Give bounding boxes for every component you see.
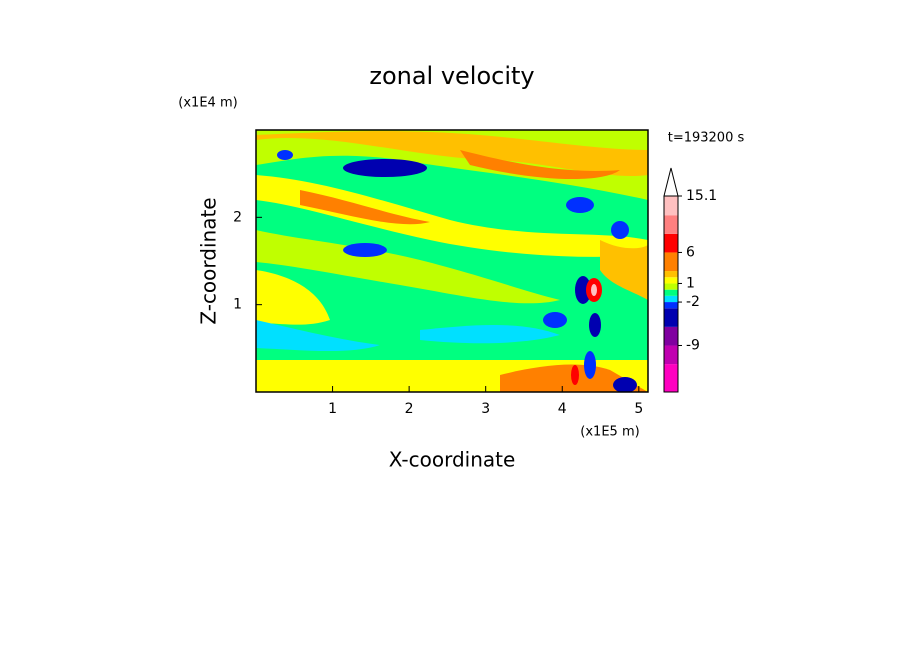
colorbar-segment [664, 196, 678, 216]
y-unit: (x1E4 m) [178, 96, 237, 111]
colorbar-extend [663, 167, 679, 197]
x-tick-label: 1 [328, 401, 337, 417]
colorbar-segment [664, 283, 678, 290]
colorbar-segment [664, 295, 678, 303]
x-tick-label: 4 [558, 401, 567, 417]
colorbar-tick-label: 6 [686, 244, 695, 260]
x-unit: (x1E5 m) [580, 425, 639, 440]
x-tick-label: 5 [634, 401, 643, 417]
y-axis-label: Z-coordinate [197, 197, 221, 324]
chart-title: zonal velocity [369, 62, 534, 90]
colorbar-segment [664, 302, 678, 309]
x-axis-label: X-coordinate [389, 448, 516, 472]
colorbar-segment [664, 277, 678, 284]
x-tick-label: 3 [481, 401, 490, 417]
colorbar-tick-label: 15.1 [686, 188, 717, 204]
y-tick-label: 2 [233, 209, 242, 225]
colorbar-tick-label: -9 [686, 337, 700, 353]
colorbar-segment [664, 326, 678, 346]
colorbar-segment [664, 345, 678, 365]
colorbar-segment [664, 252, 678, 272]
colorbar-segment [664, 289, 678, 296]
colorbar-frame [663, 195, 679, 393]
contour-field [256, 130, 648, 392]
colorbar-segment [664, 233, 678, 253]
x-tick-label: 2 [405, 401, 414, 417]
colorbar-tick-label: -2 [686, 294, 700, 310]
colorbar-segment [664, 215, 678, 234]
annotation: t=193200 s [668, 131, 745, 146]
colorbar-tick-label: 1 [686, 275, 695, 291]
colorbar-segment [664, 271, 678, 278]
y-tick-label: 1 [233, 297, 242, 313]
colorbar-segment [664, 308, 678, 327]
colorbar-segment [664, 364, 678, 392]
plot-frame [255, 129, 649, 393]
